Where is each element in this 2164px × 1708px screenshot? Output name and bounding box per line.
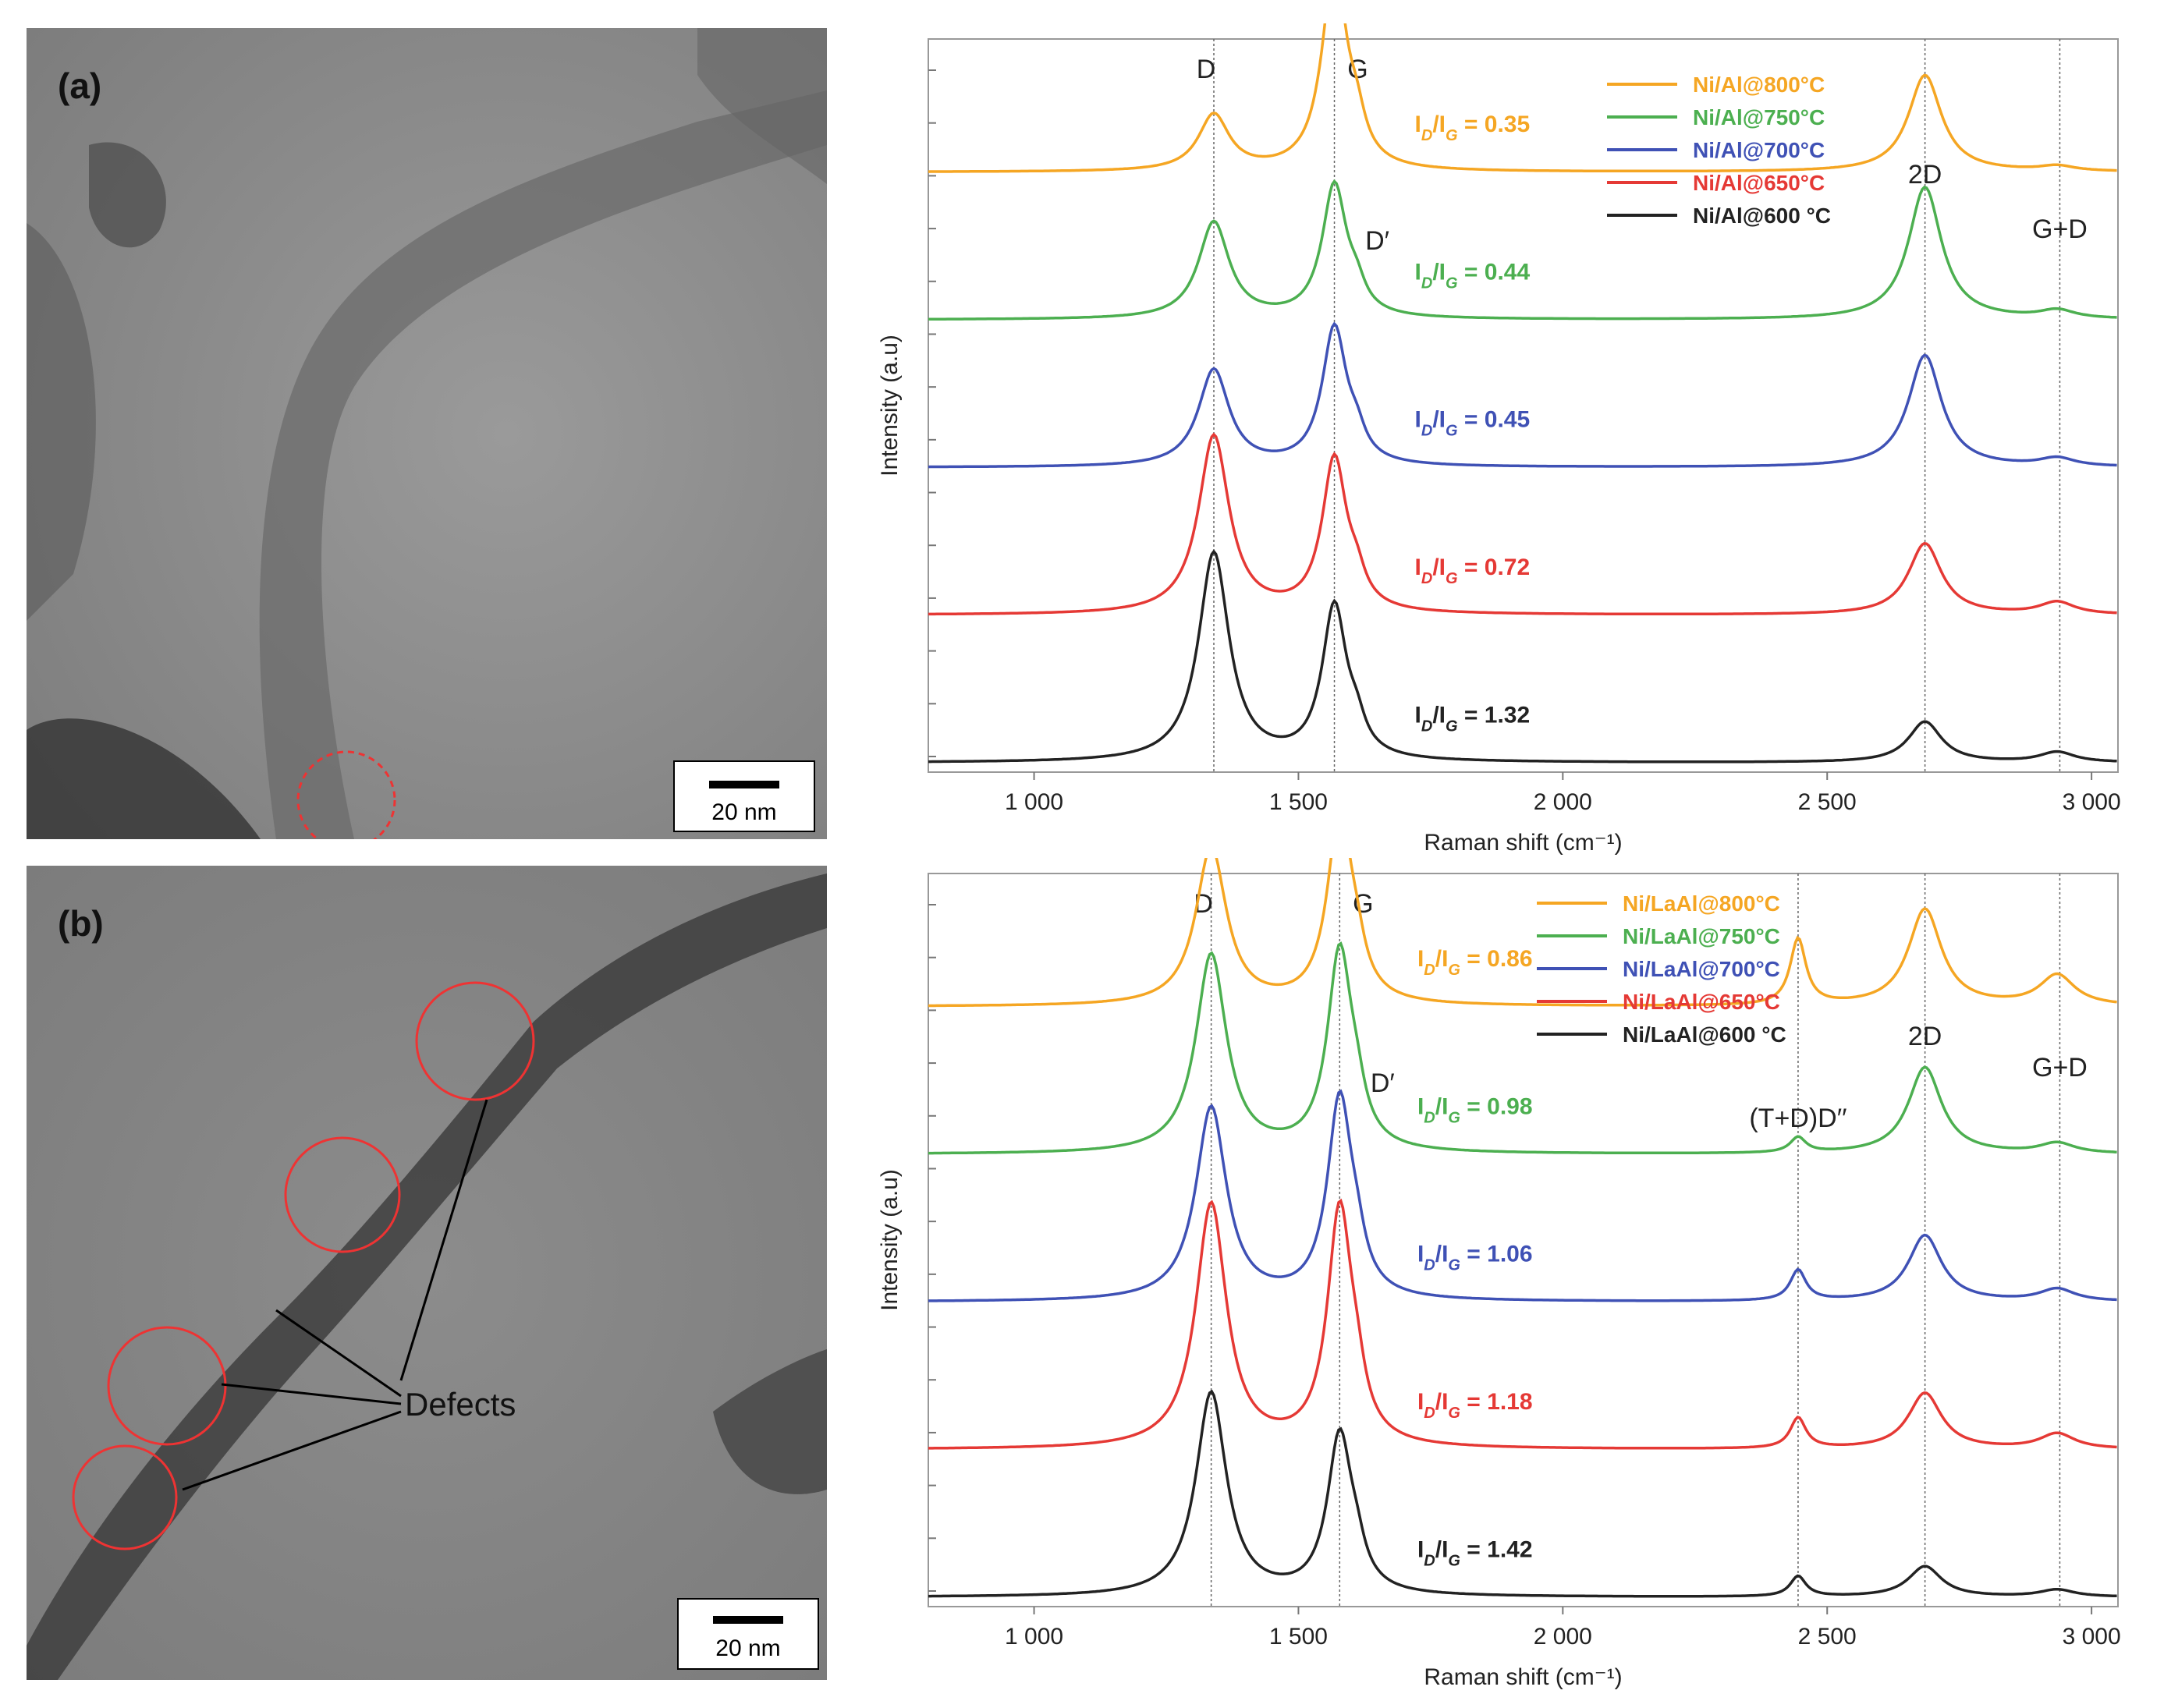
peak-label-d-prime: D′ xyxy=(1365,226,1389,256)
x-tick-label: 1 500 xyxy=(1269,789,1328,815)
scale-bar-label-a: 20 nm xyxy=(711,799,776,825)
spectrum-line xyxy=(928,179,2117,321)
nanotube-b xyxy=(27,873,827,1680)
spectrum-line xyxy=(928,549,2117,764)
spectrum-line xyxy=(928,321,2117,469)
defect-arrows xyxy=(182,1099,488,1491)
arrow-3 xyxy=(221,1383,402,1405)
defect-circle-2 xyxy=(284,1136,401,1253)
particle-edge-b xyxy=(713,1349,827,1494)
defects-label: Defects xyxy=(405,1386,516,1423)
spectrum-line xyxy=(928,1389,2117,1598)
panel-label-a: (a) xyxy=(58,66,101,106)
particle-a xyxy=(89,142,166,248)
spectrum-line xyxy=(928,0,2117,173)
scale-bar-a xyxy=(709,781,779,788)
ratio-label: ID/IG = 0.45 xyxy=(1415,407,1531,440)
arrow-4 xyxy=(182,1410,402,1491)
peak-label: G+D xyxy=(2032,1053,2088,1083)
defect-circle-1 xyxy=(415,981,535,1101)
plot-frame xyxy=(928,38,2119,773)
ratio-label: ID/IG = 0.35 xyxy=(1415,112,1531,144)
scale-bar-b xyxy=(713,1616,783,1624)
x-tick-label: 3 000 xyxy=(2063,789,2121,815)
spectrum-line xyxy=(928,805,2117,1008)
x-tick-label: 3 000 xyxy=(2063,1624,2121,1650)
x-tick-label: 2 000 xyxy=(1534,1624,1592,1650)
peak-label: (T+D)D′′ xyxy=(1749,1104,1846,1133)
x-axis-label: Raman shift (cm⁻¹) xyxy=(1424,830,1622,856)
nanotube-a xyxy=(259,90,827,839)
peak-label: G+D xyxy=(2032,214,2088,244)
legend-entry: Ni/Al@800°C xyxy=(1693,73,1825,97)
legend-entry: Ni/LaAl@800°C xyxy=(1623,891,1780,916)
peak-label: D xyxy=(1197,55,1216,84)
particle-edge-a xyxy=(697,28,827,184)
particle-cluster-a xyxy=(27,223,96,621)
spectrum-line xyxy=(928,432,2117,616)
legend-entry: Ni/Al@600 °C xyxy=(1693,204,1831,228)
raman-chart-a-svg: 1 000 1 500 2 000 2 500 3 000 Raman shift (cm… xyxy=(877,0,2121,856)
tem-image-a-svg: (a) 20 nm xyxy=(27,28,827,850)
y-axis-label: Intensity (a.u) xyxy=(877,335,903,477)
defect-circle-a xyxy=(296,750,396,850)
x-tick-label: 2 000 xyxy=(1534,789,1592,815)
ratio-label: ID/IG = 1.32 xyxy=(1415,702,1531,735)
plot-frame xyxy=(928,873,2119,1607)
panel-label-b: (b) xyxy=(58,903,104,944)
legend-entry: Ni/LaAl@600 °C xyxy=(1623,1022,1786,1047)
raman-chart-b-svg: 1 000 1 500 2 000 2 500 3 000 Raman shift (cm… xyxy=(877,805,2121,1690)
tem-image-b: Defects (b) 20 nm xyxy=(27,866,827,1680)
dark-region-a xyxy=(27,718,261,839)
raman-chart-b: 1 000 1 500 2 000 2 500 3 000 Raman shift (cm… xyxy=(858,805,2122,1700)
ratio-label: ID/IG = 0.72 xyxy=(1415,555,1531,587)
legend-entry: Ni/Al@750°C xyxy=(1693,105,1825,129)
legend-entry: Ni/LaAl@750°C xyxy=(1623,924,1780,948)
ratio-label: ID/IG = 1.42 xyxy=(1417,1536,1533,1569)
legend-entry: Ni/LaAl@700°C xyxy=(1623,957,1780,981)
defect-circle-4 xyxy=(72,1444,178,1550)
scale-bar-box-a xyxy=(673,760,815,832)
spectrum-line xyxy=(928,941,2117,1155)
raman-chart-a: 1 000 1 500 2 000 2 500 3 000 Raman shift (cm… xyxy=(858,0,2122,866)
x-tick-label: 1 000 xyxy=(1005,789,1063,815)
ratio-label: ID/IG = 0.98 xyxy=(1417,1093,1533,1126)
spectrum-line xyxy=(928,1089,2117,1302)
peak-label: 2D xyxy=(1908,1022,1942,1051)
spectrum-line xyxy=(928,1198,2117,1450)
peak-label-d-prime: D′ xyxy=(1371,1068,1395,1098)
x-tick-label: 2 500 xyxy=(1798,789,1857,815)
scale-bar-label-b: 20 nm xyxy=(715,1635,780,1661)
legend-entry: Ni/Al@700°C xyxy=(1693,138,1825,162)
legend-entry: Ni/LaAl@650°C xyxy=(1623,990,1780,1014)
y-axis-label: Intensity (a.u) xyxy=(877,1169,903,1311)
x-axis-label: Raman shift (cm⁻¹) xyxy=(1424,1664,1622,1690)
ratio-label: ID/IG = 1.06 xyxy=(1417,1242,1533,1274)
tem-image-a: (a) 20 nm xyxy=(27,28,827,850)
peak-label: 2D xyxy=(1908,160,1942,190)
x-tick-label: 1 000 xyxy=(1005,1624,1063,1650)
tem-background-b xyxy=(27,866,827,1680)
x-tick-label: 1 500 xyxy=(1269,1624,1328,1650)
arrow-2 xyxy=(275,1309,402,1398)
ratio-label: ID/IG = 0.44 xyxy=(1415,259,1531,292)
legend-entry: Ni/Al@650°C xyxy=(1693,171,1825,195)
x-tick-label: 2 500 xyxy=(1798,1624,1857,1650)
arrow-1 xyxy=(399,1099,488,1381)
ratio-label: ID/IG = 0.86 xyxy=(1417,946,1533,979)
ratio-label: ID/IG = 1.18 xyxy=(1417,1389,1533,1422)
scale-bar-box-b xyxy=(677,1598,819,1670)
tem-image-b-svg: Defects (b) 20 nm xyxy=(27,866,827,1680)
